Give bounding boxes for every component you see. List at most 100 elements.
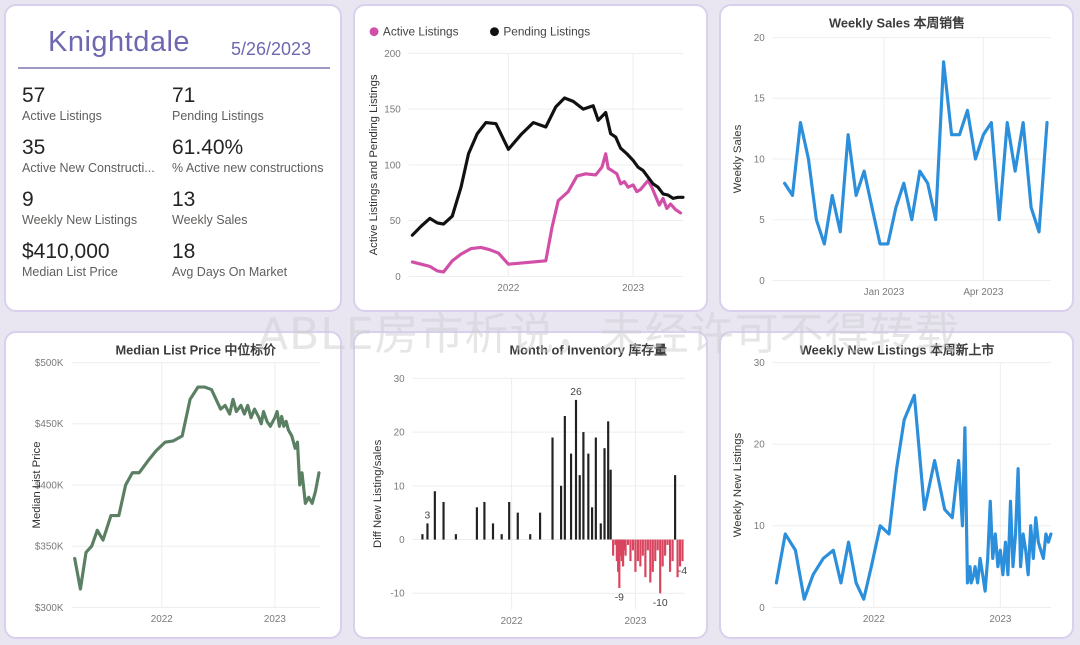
- y-tick-label: 0: [759, 603, 765, 614]
- series-line: [410, 152, 683, 274]
- data-label: -4: [678, 566, 687, 577]
- bar: [594, 437, 597, 540]
- title-divider: [18, 67, 330, 69]
- y-tick-label: 30: [394, 374, 405, 385]
- data-label: -9: [615, 593, 624, 604]
- x-tick-label: 2023: [622, 283, 644, 294]
- bar: [649, 539, 652, 583]
- y-tick-label: $300K: [35, 603, 64, 614]
- kpi-card: Knightdale 5/26/2023 57 Active Listings …: [4, 4, 342, 312]
- kpi-label: % Active new constructions: [172, 161, 324, 175]
- bar: [676, 539, 679, 578]
- y-tick-label: -10: [390, 589, 405, 600]
- bar: [617, 539, 620, 572]
- bar: [659, 539, 662, 594]
- chart-title: Median List Price 中位标价: [116, 343, 277, 358]
- chart-title: Weekly New Listings 本周新上市: [800, 343, 995, 358]
- data-label: -10: [653, 598, 668, 609]
- series-line: [410, 96, 685, 237]
- y-tick-label: 50: [390, 216, 401, 227]
- active-pending-listings-chart: 0 50 100 150 200 2022 2023 Active Listings and …: [368, 25, 685, 294]
- bar: [426, 523, 429, 540]
- bar: [591, 507, 594, 540]
- kpi-value: 71: [172, 84, 196, 107]
- x-tick-label: 2022: [501, 616, 523, 627]
- bar: [607, 421, 610, 540]
- data-label: 26: [570, 387, 582, 398]
- kpi-label: Active Listings: [22, 109, 102, 123]
- y-tick-label: $500K: [35, 358, 64, 369]
- x-tick-label: Apr 2023: [963, 287, 1004, 298]
- bar: [671, 539, 674, 562]
- y-tick-label: 20: [394, 428, 405, 439]
- kpi-weekly-new-listings: 9 Weekly New Listings: [22, 188, 174, 228]
- bar: [619, 539, 622, 556]
- chart-title: Month of Inventory 库存量: [509, 343, 667, 358]
- y-axis-title: Median List Price: [31, 441, 43, 528]
- median-list-price-chart-card: $300K $350K $400K $450K $500K 2022 2023 Median …: [4, 331, 342, 639]
- x-tick-label: 2023: [264, 614, 286, 625]
- month-of-inventory-chart: -10 0 10 20 30 2022 2023 Diff New Listing/sales…: [372, 343, 687, 627]
- kpi-value: 57: [22, 84, 46, 107]
- kpi-value: 13: [172, 188, 196, 211]
- bar: [421, 534, 424, 540]
- x-tick-label: 2022: [497, 283, 519, 294]
- x-tick-label: 2023: [624, 616, 646, 627]
- x-tick-label: Jan 2023: [864, 287, 905, 298]
- y-tick-label: $450K: [35, 419, 64, 430]
- bar: [681, 539, 684, 562]
- bar: [614, 539, 617, 545]
- bar: [538, 512, 542, 540]
- y-tick-label: 10: [394, 481, 405, 492]
- bar: [678, 539, 682, 567]
- bar: [646, 539, 649, 551]
- kpi-label: Median List Price: [22, 265, 118, 279]
- city-title: Knightdale: [48, 26, 191, 58]
- y-tick-label: 0: [395, 272, 401, 283]
- y-tick-label: 10: [754, 154, 765, 165]
- bar: [656, 539, 659, 551]
- kpi-value: $410,000: [22, 240, 110, 263]
- bar: [578, 475, 581, 540]
- legend-marker: [369, 27, 379, 37]
- weekly-new-listings-chart-card: 0 10 20 30 2022 2023 Weekly New Listings Weekly…: [719, 331, 1074, 639]
- bar: [629, 539, 632, 562]
- weekly-sales-chart: 0 5 10 15 20 Jan 2023 Apr 2023 Weekly Sales Week…: [732, 16, 1051, 298]
- bar: [560, 485, 563, 540]
- bar: [500, 534, 503, 540]
- y-tick-label: 0: [759, 276, 765, 287]
- bar: [634, 539, 637, 572]
- y-tick-label: 100: [384, 160, 401, 171]
- bar: [587, 453, 590, 540]
- kpi-pending-listings: 71 Pending Listings: [172, 84, 324, 124]
- bar: [454, 534, 457, 540]
- bar: [636, 539, 639, 562]
- bar: [618, 539, 621, 588]
- kpi-label: Avg Days On Market: [172, 265, 288, 279]
- bar: [603, 448, 606, 540]
- bar: [644, 539, 647, 578]
- bar: [639, 539, 642, 567]
- kpi-label: Weekly Sales: [172, 213, 248, 227]
- bar: [615, 539, 618, 562]
- bar: [620, 539, 623, 562]
- chart-title: Weekly Sales 本周销售: [829, 16, 965, 31]
- bar: [551, 437, 554, 540]
- month-of-inventory-chart-card: -10 0 10 20 30 2022 2023 Diff New Listing/sales…: [353, 331, 708, 639]
- kpi-label: Pending Listings: [172, 109, 264, 123]
- bar: [626, 539, 630, 545]
- y-axis-title: Diff New Listing/sales: [372, 439, 384, 548]
- active-pending-listings-chart-card: 0 50 100 150 200 2022 2023 Active Listings and …: [353, 4, 708, 312]
- bar: [623, 539, 626, 551]
- legend-label: Pending Listings: [503, 25, 590, 39]
- kpi-value: 18: [172, 240, 196, 263]
- y-tick-label: 150: [384, 105, 401, 116]
- median-list-price-chart: $300K $350K $400K $450K $500K 2022 2023 Median …: [31, 343, 321, 625]
- kpi-label: Active New Constructi...: [22, 161, 155, 175]
- bar: [674, 475, 677, 540]
- weekly-new-listings-chart: 0 10 20 30 2022 2023 Weekly New Listings Weekly…: [732, 343, 1053, 625]
- bar: [612, 539, 615, 556]
- kpi-pct-active-new-construction: 61.40% % Active new constructions: [172, 136, 337, 176]
- report-date: 5/26/2023: [231, 39, 312, 59]
- bar: [609, 469, 612, 540]
